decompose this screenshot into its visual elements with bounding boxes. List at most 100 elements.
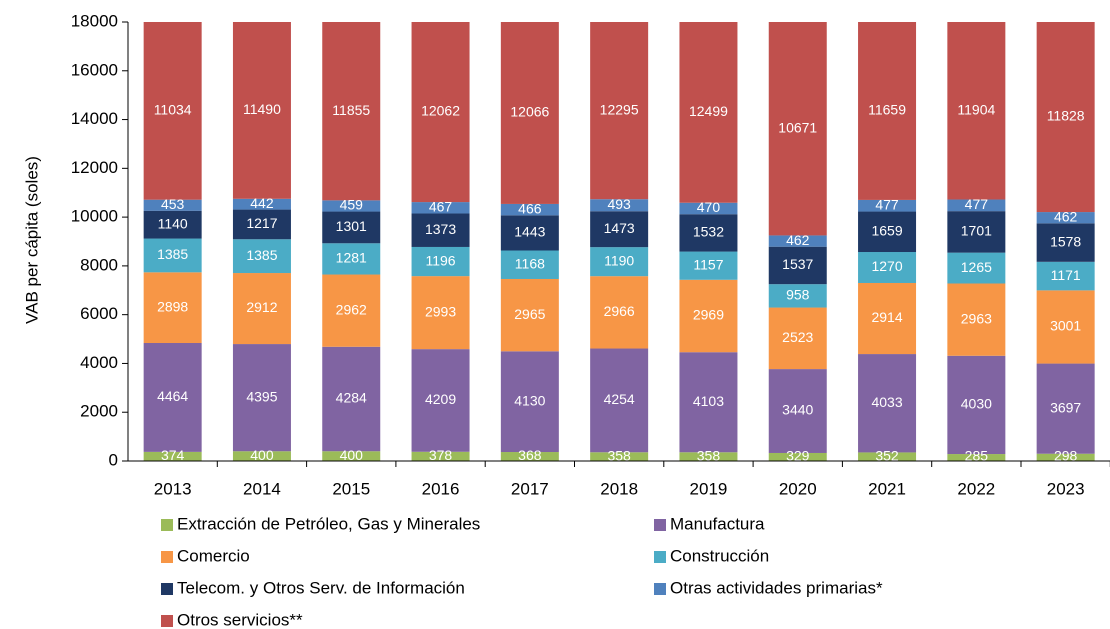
data-label: 1385 <box>157 246 188 262</box>
data-label: 1140 <box>158 215 188 231</box>
data-label: 2962 <box>336 301 367 317</box>
data-label: 4033 <box>871 394 902 410</box>
y-tick-label: 2000 <box>80 402 118 421</box>
data-label: 11034 <box>154 102 192 118</box>
data-label: 3001 <box>1050 318 1081 334</box>
bar-segment <box>411 22 470 203</box>
data-label: 400 <box>250 447 274 463</box>
bar-segment <box>143 238 202 273</box>
data-label: 358 <box>607 447 631 463</box>
data-label: 462 <box>1054 208 1078 224</box>
bar-segment <box>322 346 381 452</box>
legend-swatch <box>161 519 173 531</box>
data-label: 958 <box>786 287 810 303</box>
bar-segment <box>143 199 202 211</box>
bar-segment <box>768 246 827 285</box>
data-label: 11490 <box>243 101 281 117</box>
bar-segment <box>500 351 559 453</box>
x-tick-label: 2016 <box>422 479 460 498</box>
bar-segment <box>411 213 470 247</box>
data-label: 2912 <box>246 299 277 315</box>
data-label: 1171 <box>1051 267 1081 283</box>
data-label: 11659 <box>868 102 906 118</box>
bar-segment <box>322 274 381 347</box>
data-label: 467 <box>429 198 453 214</box>
bar-segment <box>768 235 827 247</box>
data-label: 12062 <box>421 103 460 119</box>
bar-segment <box>1036 261 1095 291</box>
bar-segment <box>500 203 559 216</box>
data-label: 4464 <box>157 388 188 404</box>
data-label: 1659 <box>871 222 902 238</box>
data-label: 1270 <box>871 258 902 274</box>
legend-label: Construcción <box>670 546 769 565</box>
bar-segment <box>947 199 1006 212</box>
bar-segment <box>411 349 470 452</box>
legend-swatch <box>654 519 666 531</box>
x-tick-label: 2017 <box>511 479 549 498</box>
data-label: 477 <box>965 196 989 212</box>
bar-segment <box>322 211 381 244</box>
bar-segment <box>500 215 559 251</box>
data-label: 378 <box>429 447 453 463</box>
bar-segment <box>411 202 470 214</box>
bar-segment <box>679 202 738 215</box>
legend-swatch <box>161 551 173 563</box>
data-label: 2898 <box>157 298 188 314</box>
x-tick-label: 2021 <box>868 479 906 498</box>
data-label: 2914 <box>871 309 902 325</box>
bar-segment <box>232 209 291 240</box>
bar-segment <box>590 247 649 277</box>
legend-swatch <box>161 583 173 595</box>
legend-label: Otros servicios** <box>177 610 303 629</box>
plot-area <box>143 22 1095 461</box>
bar-segment <box>768 369 827 453</box>
data-label: 493 <box>607 196 631 212</box>
data-label: 1385 <box>246 247 277 263</box>
data-label: 1532 <box>693 224 724 240</box>
bar-segment <box>143 210 202 239</box>
legend-label: Extracción de Petróleo, Gas y Minerales <box>177 514 480 533</box>
data-label: 477 <box>875 196 899 212</box>
data-label: 459 <box>340 197 364 213</box>
bar-segment <box>500 278 559 352</box>
bar-segment <box>1036 22 1095 213</box>
bar-segment <box>590 276 649 349</box>
bar-segment <box>858 252 917 283</box>
y-tick-label: 4000 <box>80 353 118 372</box>
data-label: 1701 <box>961 223 992 239</box>
data-label: 1578 <box>1050 233 1081 249</box>
bar-segment <box>768 22 827 236</box>
legend-label: Otras actividades primarias* <box>670 578 883 597</box>
legend-label: Manufactura <box>670 514 765 533</box>
bar-segment <box>500 250 559 279</box>
bar-segment <box>679 22 738 203</box>
bar-segment <box>679 251 738 280</box>
bar-segment <box>1036 453 1095 461</box>
y-tick-label: 14000 <box>71 109 118 128</box>
data-label: 352 <box>875 447 899 463</box>
data-label: 1373 <box>425 221 456 237</box>
x-tick-label: 2022 <box>957 479 995 498</box>
data-label: 1168 <box>515 255 545 271</box>
data-label: 1301 <box>336 218 367 234</box>
bar-segment <box>411 246 470 277</box>
data-label: 11828 <box>1047 108 1085 124</box>
x-tick-label: 2019 <box>690 479 728 498</box>
y-tick-label: 0 <box>109 450 118 469</box>
x-tick-label: 2014 <box>243 479 281 498</box>
bar-segment <box>232 22 291 199</box>
data-label: 298 <box>1054 448 1078 464</box>
legend-label: Comercio <box>177 546 250 565</box>
bar-segment <box>143 22 202 200</box>
data-label: 1281 <box>336 250 367 266</box>
x-tick-label: 2015 <box>332 479 370 498</box>
bar-segment <box>947 252 1006 284</box>
data-label: 453 <box>161 196 185 212</box>
data-label: 2963 <box>961 310 992 326</box>
bar-segment <box>232 239 291 274</box>
bar-segment <box>679 452 738 461</box>
y-tick-label: 6000 <box>80 304 118 323</box>
bar-segment <box>232 451 291 461</box>
